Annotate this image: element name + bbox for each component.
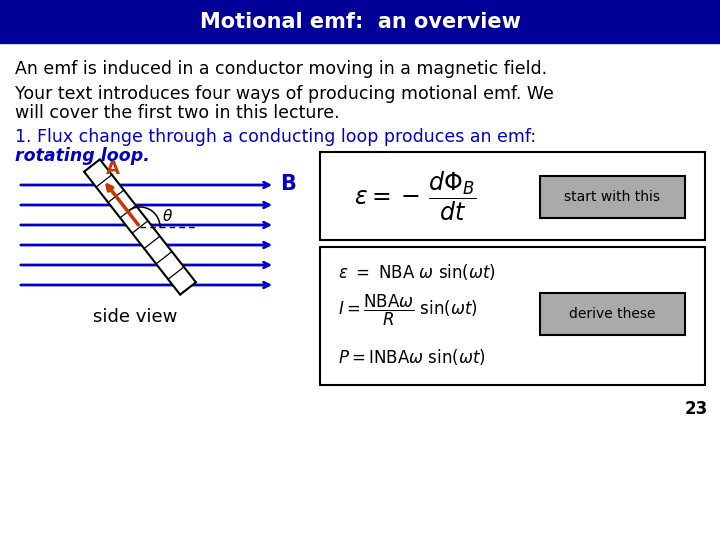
Text: side view: side view [93, 308, 177, 326]
Polygon shape [84, 159, 196, 295]
Text: $\varepsilon\ =\ \mathrm{NBA}\ \omega\ \sin(\omega t)$: $\varepsilon\ =\ \mathrm{NBA}\ \omega\ \… [338, 262, 496, 282]
Text: A: A [106, 160, 120, 178]
Text: $\theta$: $\theta$ [162, 208, 173, 224]
Text: will cover the first two in this lecture.: will cover the first two in this lecture… [15, 104, 340, 122]
Text: $P = \mathrm{INBA}\omega\ \sin(\omega t)$: $P = \mathrm{INBA}\omega\ \sin(\omega t)… [338, 347, 486, 367]
Bar [320, 152, 705, 240]
Text: 23: 23 [685, 400, 708, 418]
Text: Your text introduces four ways of producing motional emf. We: Your text introduces four ways of produc… [15, 85, 554, 103]
Bar [540, 293, 685, 335]
Text: $I = \dfrac{\mathrm{NBA}\omega}{R}\ \sin(\omega t)$: $I = \dfrac{\mathrm{NBA}\omega}{R}\ \sin… [338, 292, 478, 328]
Text: start with this: start with this [564, 190, 660, 204]
Text: B: B [280, 174, 296, 194]
Text: An emf is induced in a conductor moving in a magnetic field.: An emf is induced in a conductor moving … [15, 60, 547, 78]
Text: Motional emf:  an overview: Motional emf: an overview [199, 12, 521, 32]
Text: 1. Flux change through a conducting loop produces an emf:: 1. Flux change through a conducting loop… [15, 128, 536, 146]
Text: rotating loop.: rotating loop. [15, 147, 150, 165]
Bar [320, 247, 705, 385]
Bar [540, 176, 685, 218]
Text: derive these: derive these [569, 307, 655, 321]
Bar [0, 0, 720, 43]
Text: $\varepsilon = -\,\dfrac{d\Phi_B}{dt}$: $\varepsilon = -\,\dfrac{d\Phi_B}{dt}$ [354, 169, 476, 223]
